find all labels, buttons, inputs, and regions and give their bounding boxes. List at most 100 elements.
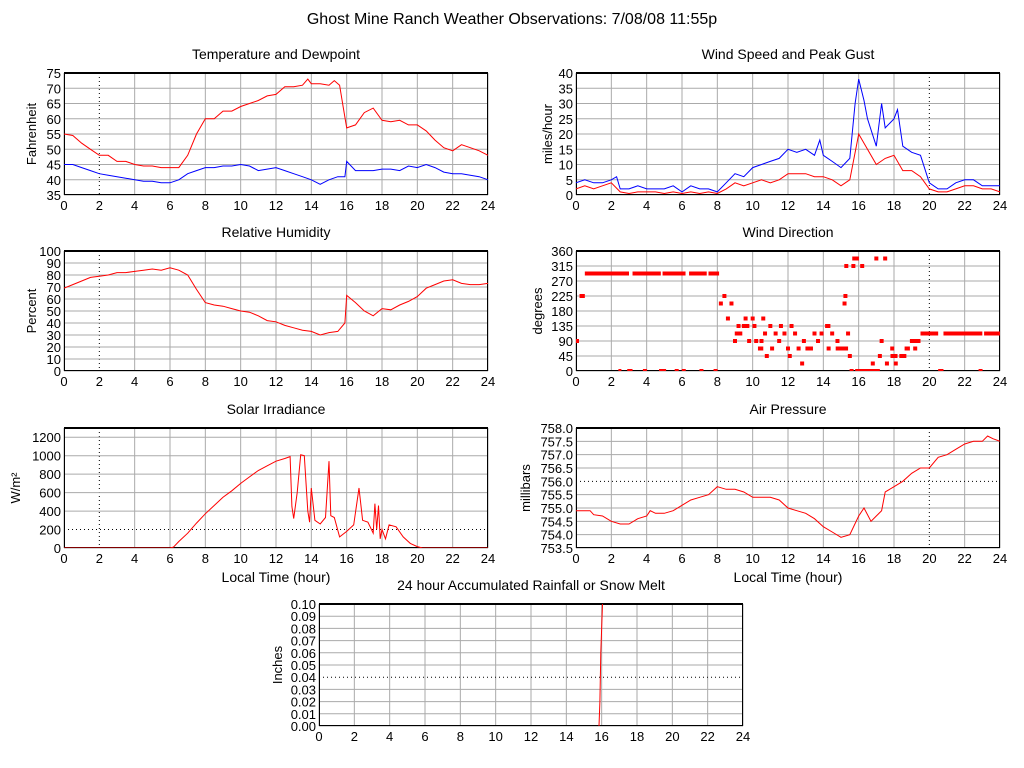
wind-direction-point [846,331,851,336]
chart-title: Air Pressure [749,401,826,417]
wind-direction-point [773,331,778,336]
wind-direction-point [787,354,792,358]
wind-direction-run [943,331,983,336]
series-line-peak-gust [576,78,1000,193]
y-axis-label: degrees [530,287,545,334]
y-tick-label: 10 [559,158,573,173]
wind-direction-point [860,264,865,268]
x-tick-label: 6 [166,198,173,213]
chart-title: Solar Irradiance [227,401,326,417]
series-line-relative-humidity [64,267,488,336]
chart-title: Wind Speed and Peak Gust [702,46,875,62]
y-tick-label: 80 [47,268,61,283]
x-tick-label: 6 [678,374,685,389]
series-line-temperature [64,78,488,169]
wind-direction-point [745,324,750,328]
y-tick-label: 25 [559,112,573,127]
y-tick-label: 800 [39,467,61,482]
x-tick-label: 16 [851,374,865,389]
wind-direction-point [699,369,704,371]
wind-direction-run [904,346,910,351]
x-tick-label: 8 [202,198,209,213]
wind-direction-point [854,256,859,261]
wind-direction-point [642,369,647,371]
y-tick-label: 225 [551,289,573,304]
x-tick-label: 22 [445,198,459,213]
wind-direction-point [879,339,884,343]
x-tick-label: 10 [745,551,759,566]
wind-direction-point [793,331,798,336]
x-tick-label: 10 [233,374,247,389]
y-tick-label: 35 [559,81,573,96]
x-tick-label: 22 [957,551,971,566]
wind-direction-point [843,294,848,298]
y-axis-label: miles/hour [540,103,555,164]
wind-direction-point [801,339,806,343]
chart-air-pressure: 0 2 4 6 8 10 12 14 16 18 20 22 24753.5754.0754.5755.… [518,401,1007,585]
y-tick-label: 360 [551,244,573,259]
x-tick-label: 22 [445,551,459,566]
y-tick-label: 1000 [32,449,61,464]
y-tick-label: 0.08 [291,621,316,636]
x-tick-label: 16 [594,729,608,744]
x-tick-label: 20 [410,374,424,389]
wind-direction-point [681,369,686,371]
x-tick-label: 18 [375,374,389,389]
x-tick-label: 14 [304,374,318,389]
wind-direction-point [883,256,888,261]
y-tick-label: 0 [566,364,573,379]
x-tick-label: 8 [714,551,721,566]
x-tick-label: 12 [269,374,283,389]
series-line-dewpoint [64,160,488,185]
x-tick-label: 20 [410,198,424,213]
y-tick-label: 754.5 [540,514,573,529]
x-tick-label: 16 [339,198,353,213]
y-axis-label: Percent [24,288,39,333]
x-tick-label: 24 [993,551,1007,566]
chart-wind-speed-and-peak-gust: 0 2 4 6 8 10 12 14 16 18 20 22 240510152025303540Win… [540,46,1007,213]
x-tick-label: 20 [665,729,679,744]
x-tick-label: 22 [445,374,459,389]
y-tick-label: 0.03 [291,682,316,697]
x-tick-label: 18 [887,198,901,213]
y-tick-label: 30 [559,97,573,112]
y-tick-label: 35 [47,188,61,203]
x-tick-label: 12 [781,551,795,566]
y-tick-label: 30 [47,328,61,343]
wind-direction-point [750,316,755,321]
wind-direction-run [899,354,907,358]
y-tick-label: 400 [39,504,61,519]
y-tick-label: 55 [47,127,61,142]
wind-direction-run [825,324,831,328]
y-tick-label: 0.01 [291,707,316,722]
y-tick-label: 755.5 [540,488,573,503]
x-tick-label: 20 [922,374,936,389]
x-tick-label: 8 [714,198,721,213]
y-tick-label: 757.0 [540,448,573,463]
wind-direction-run [584,271,629,276]
wind-direction-point [808,346,813,351]
x-tick-label: 4 [131,551,138,566]
wind-direction-point [805,346,810,351]
x-tick-label: 18 [375,198,389,213]
x-tick-label: 22 [957,198,971,213]
y-tick-label: 90 [47,256,61,271]
x-tick-label: 18 [375,551,389,566]
wind-direction-point [729,301,734,306]
x-tick-label: 2 [96,551,103,566]
wind-direction-point [852,256,857,261]
x-tick-label: 24 [481,551,495,566]
x-tick-label: 2 [96,198,103,213]
wind-direction-point [722,294,727,298]
x-tick-label: 2 [608,198,615,213]
y-tick-label: 50 [47,142,61,157]
chart-title: Relative Humidity [222,224,331,240]
y-tick-label: 5 [566,173,573,188]
x-tick-label: 2 [608,551,615,566]
wind-direction-point [747,339,752,343]
x-tick-label: 4 [386,729,393,744]
y-tick-label: 10 [47,352,61,367]
wind-direction-point [819,331,824,336]
wind-direction-point [752,324,757,328]
